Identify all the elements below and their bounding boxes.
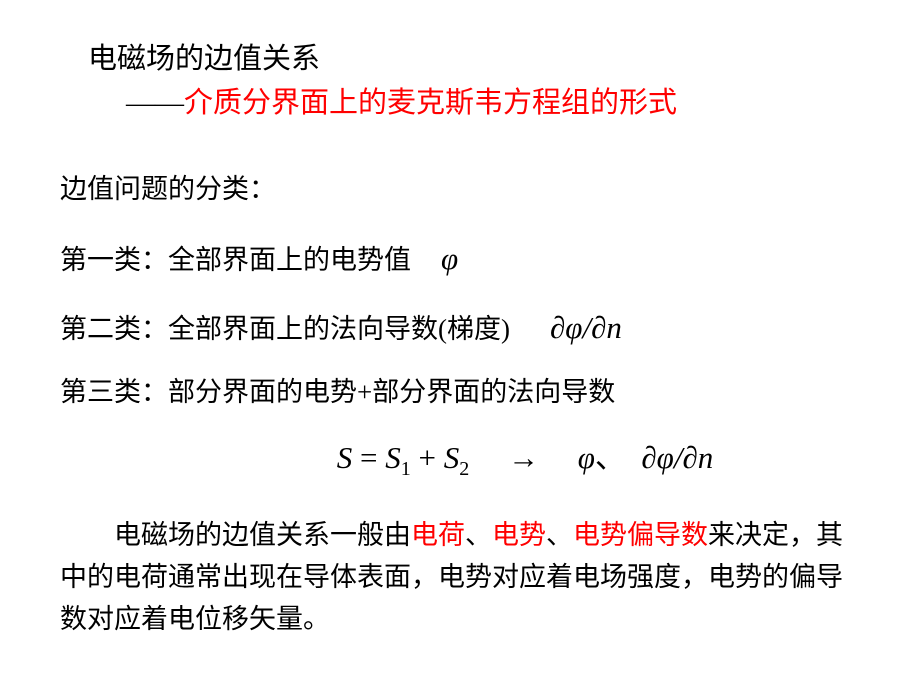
eq-plus: + xyxy=(411,440,444,475)
eq-S: S xyxy=(337,440,353,475)
title-line2: ——介质分界面上的麦克斯韦方程组的形式 xyxy=(88,82,880,126)
category-1-text: 第一类：全部界面上的电势值 xyxy=(60,238,411,284)
equation: S = S1 + S2 → φ、 ∂φ/∂n xyxy=(170,432,880,481)
classification-header: 边值问题的分类： xyxy=(60,167,880,213)
title-line1: 电磁场的边值关系 xyxy=(88,38,880,82)
category-1: 第一类：全部界面上的电势值 φ xyxy=(60,233,880,286)
summary-c1: 、 xyxy=(465,520,492,550)
eq-equals: = xyxy=(352,440,385,475)
category-2-text: 第二类：全部界面上的法向导数(梯度) xyxy=(60,307,510,353)
summary-c2: 、 xyxy=(546,520,573,550)
title-subtitle: 介质分界面上的麦克斯韦方程组的形式 xyxy=(184,87,677,119)
title-dash: —— xyxy=(126,87,184,119)
summary-paragraph: 电磁场的边值关系一般由电荷、电势、电势偏导数来决定，其中的电荷通常出现在导体表面… xyxy=(60,515,860,641)
eq-sub1: 1 xyxy=(401,458,411,480)
eq-phi: φ xyxy=(578,440,595,475)
category-2: 第二类：全部界面上的法向导数(梯度) ∂φ/∂n xyxy=(60,302,880,355)
summary-t1: 电磁场的边值关系一般由 xyxy=(114,520,411,550)
eq-arrow: → xyxy=(508,440,539,475)
title-block: 电磁场的边值关系 ——介质分界面上的麦克斯韦方程组的形式 xyxy=(88,38,880,125)
eq-dphi: ∂φ/∂n xyxy=(641,440,713,475)
category-3: 第三类：部分界面的电势+部分界面的法向导数 xyxy=(60,370,880,416)
eq-comma: 、 xyxy=(595,440,626,475)
summary-r1: 电荷 xyxy=(411,520,465,550)
summary-r3: 电势偏导数 xyxy=(573,520,708,550)
category-3-text: 第三类：部分界面的电势+部分界面的法向导数 xyxy=(60,370,615,416)
eq-S2: S xyxy=(444,440,460,475)
category-1-symbol: φ xyxy=(441,233,458,286)
summary-r2: 电势 xyxy=(492,520,546,550)
eq-S1: S xyxy=(385,440,401,475)
eq-sub2: 2 xyxy=(459,458,469,480)
category-2-symbol: ∂φ/∂n xyxy=(550,302,622,355)
